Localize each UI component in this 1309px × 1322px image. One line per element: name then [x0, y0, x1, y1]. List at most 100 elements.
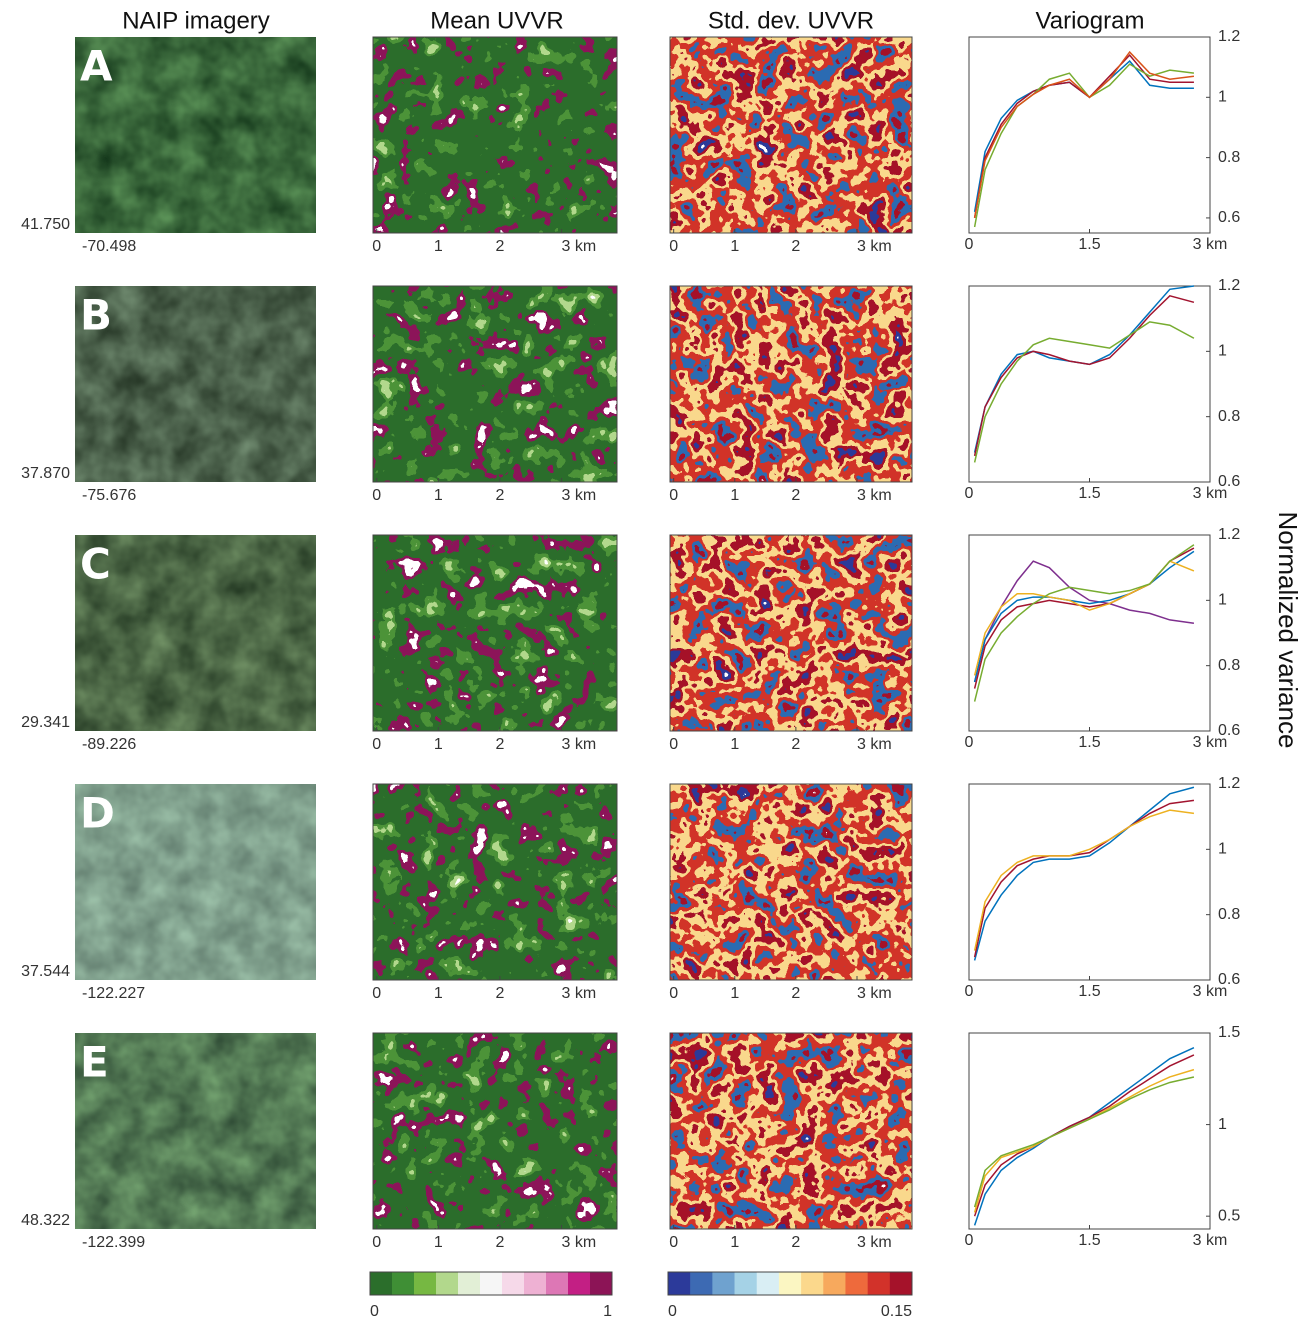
column-title: NAIP imagery	[122, 7, 270, 34]
map-frame	[669, 36, 913, 234]
y-tick-label: 1	[1218, 592, 1227, 609]
x-tick-label: 2	[495, 238, 504, 255]
variogram-line	[973, 53, 1194, 219]
colorbar-frame	[369, 1271, 613, 1296]
plot-frame	[968, 285, 1211, 483]
colorbar-swatch	[370, 1272, 393, 1295]
variogram-line	[973, 321, 1195, 463]
x-tick-label: 0	[965, 236, 974, 253]
y-tick-label: 1	[1218, 89, 1227, 106]
variogram-line	[973, 60, 1194, 213]
x-tick-label: 2	[495, 736, 504, 753]
colorbar-swatch	[436, 1272, 459, 1295]
x-tick-label: 2	[495, 985, 504, 1002]
y-tick-label: 0.6	[1218, 971, 1240, 988]
variogram-line	[973, 1076, 1195, 1208]
map-frame	[372, 36, 618, 234]
colorbar-frame	[667, 1271, 913, 1296]
colorbar-swatch	[524, 1272, 547, 1295]
plot-frame	[968, 1032, 1211, 1230]
variogram-line	[973, 544, 1195, 702]
y-tick-label: 0.8	[1218, 657, 1240, 674]
map-frame	[669, 783, 913, 981]
std-uvvr-map	[670, 37, 912, 233]
variogram-line	[973, 547, 1195, 689]
variogram-line	[973, 1054, 1195, 1217]
x-tick-label: 0	[372, 1234, 381, 1251]
panel-letter: D	[80, 789, 115, 838]
x-tick-label: 0	[965, 983, 974, 1000]
variogram-line	[973, 1046, 1195, 1226]
x-tick-label: 3 km	[1193, 236, 1228, 253]
variogram-line	[973, 1068, 1195, 1213]
longitude-label: -122.227	[82, 985, 145, 1002]
x-tick-label: 3 km	[857, 736, 892, 753]
x-tick-label: 1	[730, 1234, 739, 1251]
colorbar-tick-label: 1	[603, 1303, 612, 1320]
x-tick-label: 3 km	[1193, 734, 1228, 751]
std-uvvr-map	[670, 535, 912, 731]
colorbar-swatch	[590, 1272, 613, 1295]
panel-letter: A	[80, 42, 113, 91]
column-title: Std. dev. UVVR	[708, 7, 874, 34]
latitude-label: 29.341	[21, 714, 70, 731]
colorbar-swatch	[568, 1272, 591, 1295]
colorbar-swatch	[690, 1272, 713, 1295]
x-tick-label: 0	[669, 238, 678, 255]
variogram-line	[973, 560, 1195, 676]
y-tick-label: 1	[1218, 1116, 1227, 1133]
colorbar-tick-label: 0	[668, 1303, 677, 1320]
colorbar-swatch	[867, 1272, 891, 1295]
x-tick-label: 2	[791, 985, 800, 1002]
mean-uvvr-map	[373, 1033, 617, 1229]
variogram-line	[973, 799, 1195, 958]
x-tick-label: 1	[730, 985, 739, 1002]
colorbar-swatch	[392, 1272, 415, 1295]
x-tick-label: 0	[965, 1232, 974, 1249]
x-tick-label: 0	[669, 487, 678, 504]
map-frame	[372, 285, 618, 483]
column-title: Variogram	[1036, 7, 1145, 34]
mean-uvvr-map	[373, 286, 617, 482]
x-tick-label: 2	[495, 487, 504, 504]
y-tick-label: 1.2	[1218, 526, 1240, 543]
x-tick-label: 0	[669, 736, 678, 753]
longitude-label: -70.498	[82, 238, 136, 255]
map-frame	[372, 534, 618, 732]
map-frame	[669, 534, 913, 732]
latitude-label: 37.544	[21, 963, 70, 980]
colorbar-swatch	[458, 1272, 481, 1295]
colorbar-swatch	[734, 1272, 758, 1295]
aerial-image	[75, 286, 316, 482]
variogram-line	[973, 50, 1195, 219]
x-tick-label: 1.5	[1078, 236, 1100, 253]
x-tick-label: 1	[434, 238, 443, 255]
plot-frame	[968, 36, 1211, 234]
variogram-line	[973, 809, 1195, 951]
x-tick-label: 2	[791, 487, 800, 504]
colorbar-swatch	[889, 1272, 913, 1295]
x-tick-label: 3 km	[1193, 485, 1228, 502]
aerial-image	[75, 1033, 316, 1229]
x-tick-label: 0	[372, 736, 381, 753]
map-frame	[669, 1032, 913, 1230]
x-tick-label: 1	[434, 736, 443, 753]
std-uvvr-map	[670, 1033, 912, 1229]
variogram-line	[973, 294, 1195, 457]
y-tick-label: 1	[1218, 343, 1227, 360]
x-tick-label: 2	[791, 736, 800, 753]
x-tick-label: 3 km	[562, 736, 597, 753]
x-tick-label: 0	[669, 1234, 678, 1251]
plot-frame	[968, 783, 1211, 981]
panel-letter: E	[80, 1038, 109, 1087]
x-tick-label: 1	[434, 487, 443, 504]
mean-uvvr-map	[373, 37, 617, 233]
variogram-line	[973, 63, 1195, 228]
x-tick-label: 3 km	[857, 487, 892, 504]
x-tick-label: 1.5	[1078, 983, 1100, 1000]
x-tick-label: 2	[495, 1234, 504, 1251]
colorbar-swatch	[480, 1272, 503, 1295]
map-frame	[372, 783, 618, 981]
longitude-label: -89.226	[82, 736, 136, 753]
